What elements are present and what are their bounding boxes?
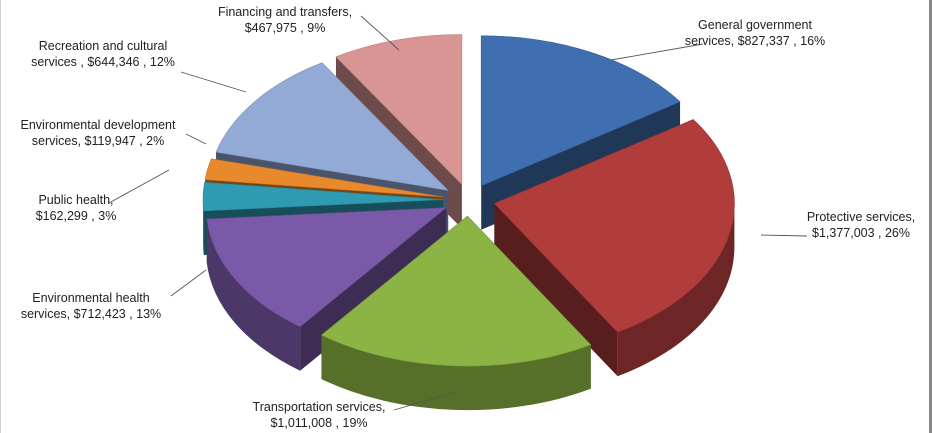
data-label-line: Recreation and cultural [39,39,168,53]
data-label-protective-services: Protective services, $1,377,003 , 26% [807,210,915,240]
data-label-line: Environmental development [21,118,176,132]
data-label-line: Protective services, [807,210,915,224]
leader-line-transportation-services [393,391,457,411]
slice-labels: General government services, $827,337 , 1… [21,5,916,430]
slice-tops [202,34,735,367]
data-label-line: General government [698,18,812,32]
slice-transportation-services [320,215,592,367]
leader-line-recreation-and-cultural-services [180,71,247,93]
data-label-transportation-services: Transportation services, $1,011,008 , 19% [253,400,386,430]
data-label-line: Transportation services, [253,400,386,414]
data-label-line: Public health, [38,193,113,207]
slice-side-environmental-health-services [206,218,301,371]
leader-line-general-government-services [610,43,704,61]
data-label-line: Environmental health [32,291,149,305]
leader-line-environmental-health-services [170,269,207,297]
leader-line-public-health [108,169,170,204]
slice-recreation-and-cultural-services [215,62,449,191]
slice-general-government-services [480,35,681,187]
data-label-line: $467,975 , 9% [245,21,326,35]
slice-side-transportation-services [321,335,591,411]
data-label-line: services , $644,346 , 12% [31,55,175,69]
slice-public-health [202,181,444,212]
data-label-environmental-development-services: Environmental development services, $119,… [21,118,176,148]
leader-line-environmental-development-services [185,133,207,145]
leader-line-financing-and-transfers [360,15,400,51]
data-label-line: $1,011,008 , 19% [270,416,367,430]
data-label-public-health: Public health, $162,299 , 3% [36,193,117,223]
slice-protective-services [493,119,735,333]
data-label-general-government-services: General government services, $827,337 , 1… [685,18,825,48]
data-label-financing-and-transfers: Financing and transfers, $467,975 , 9% [218,5,352,35]
slice-side-public-health [203,199,204,255]
slice-environmental-development-services [204,158,444,198]
leader-line-protective-services [760,234,808,237]
slice-financing-and-transfers [335,34,463,186]
data-label-recreation-and-cultural-services: Recreation and cultural services , $644,3… [31,39,175,69]
data-label-line: services, $712,423 , 13% [21,307,161,321]
slice-wall-protective-services [494,203,618,377]
slice-environmental-health-services [206,207,448,328]
data-label-line: $1,377,003 , 26% [812,226,910,240]
data-label-line: Financing and transfers, [218,5,352,19]
data-label-line: services, $119,947 , 2% [32,134,164,148]
data-label-line: $162,299 , 3% [36,209,117,223]
data-label-environmental-health-services: Environmental health services, $712,423 ,… [21,291,161,321]
data-label-line: services, $827,337 , 16% [685,34,825,48]
slice-side-protective-services [617,203,735,377]
